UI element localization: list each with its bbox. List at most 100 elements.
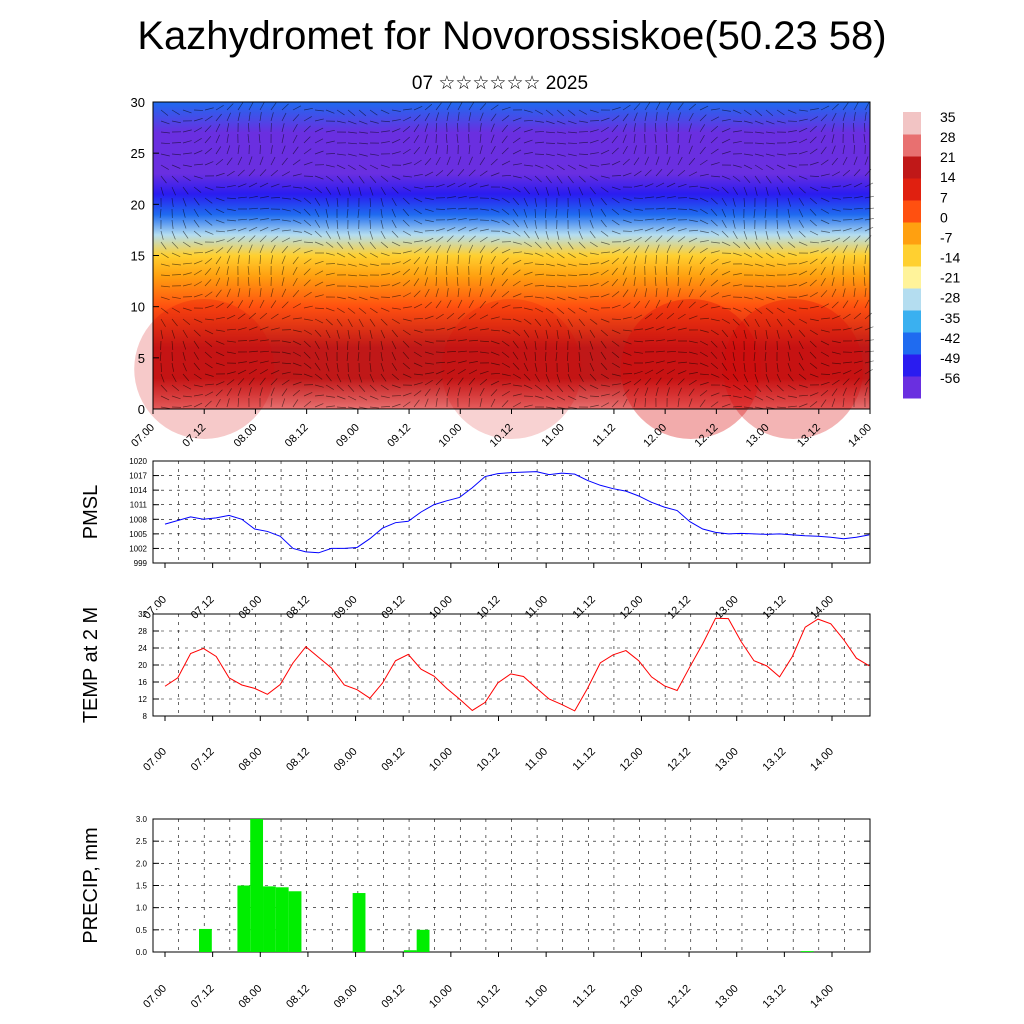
wind-barb [831,266,835,276]
wind-barb [776,318,783,327]
wind-barb [479,328,489,331]
wind-barb [248,226,258,232]
wind-barb [160,164,169,170]
wind-barb [435,236,444,243]
wind-barb [193,351,199,360]
x-tick-label: 11.12 [591,422,618,449]
wind-barb [545,263,555,267]
wind-barb [523,282,533,287]
wind-barb [237,288,241,298]
wind-barb [589,139,599,144]
wind-barb [237,156,243,166]
wind-barb [699,159,708,166]
wind-barb [358,318,364,328]
wind-barb [380,230,386,240]
wind-barb [259,244,264,254]
wind-barb [259,377,266,386]
wind-barb [523,307,533,311]
wind-barb [699,105,709,111]
wind-barb [237,255,240,265]
wind-barb [798,138,808,144]
wind-barb [666,377,673,386]
wind-barb [688,398,693,408]
wind-barb [589,404,599,408]
wind-barb [259,226,269,232]
wind-barb [798,329,806,337]
wind-barb [182,307,192,311]
wind-barb [347,406,357,410]
y-tick-label: 16 [138,678,147,687]
wind-barb [578,120,588,123]
wind-barb [534,285,545,287]
wind-barb [413,230,423,234]
wind-barb [160,373,165,383]
wind-barb [512,402,522,408]
wind-barb [369,296,379,300]
wind-barb [435,255,439,265]
wind-barb [226,266,229,276]
wind-barb [226,255,231,265]
wind-barb [468,313,477,320]
wind-barb [666,339,676,342]
precip-bar [199,928,212,952]
wind-barb [247,266,250,276]
wind-barb [600,126,609,133]
wind-barb [182,373,190,382]
chart-subtitle: 07 ☆☆☆☆☆☆ 2025 [411,73,589,94]
wind-barb [699,329,709,333]
wind-barb [556,120,566,125]
wind-barb [665,266,668,276]
wind-barb [369,252,379,258]
wind-barb [523,262,533,265]
wind-barb [743,296,753,300]
wind-barb [479,314,489,320]
x-tick-label: 10.00 [427,594,455,622]
wind-barb [270,398,273,408]
wind-barb [424,246,432,254]
wind-barb [215,316,225,320]
wind-barb [578,384,587,391]
wind-barb [435,123,438,133]
wind-barb [842,244,848,254]
wind-barb [710,125,719,133]
wind-barb [710,241,720,244]
wind-barb [523,362,529,372]
wind-barb [721,128,731,133]
wind-barb [303,401,312,408]
wind-barb [633,123,636,133]
wind-barb [864,288,867,298]
x-tick-label: 12.12 [665,983,693,1011]
wind-barb [292,362,302,367]
x-tick-label: 09.12 [379,983,407,1011]
wind-barb [435,228,445,232]
wind-barb [248,299,254,309]
wind-barb [248,254,250,265]
wind-barb [545,362,548,372]
wind-barb [622,277,627,287]
y-tick-label: 25 [131,146,145,161]
wind-barb [413,382,423,386]
wind-barb [798,186,806,194]
wind-barb [369,263,379,266]
wind-barb [435,183,445,188]
wind-barb [435,170,444,177]
wind-barb [600,384,610,387]
wind-barb [809,401,818,408]
wind-barb [566,351,569,362]
wind-barb [721,318,731,324]
wind-barb [204,219,213,226]
wind-barb [281,266,285,276]
wind-barb [545,373,550,383]
wind-barb [655,207,665,210]
colorbar-label: -56 [940,370,960,386]
wind-barb [644,369,654,375]
wind-barb [864,218,874,221]
wind-barb [776,307,785,314]
wind-barb [622,380,632,386]
wind-barb [281,112,287,122]
wind-barb [171,109,180,115]
wind-barb [677,145,681,155]
wind-barb [578,263,588,266]
wind-barb [336,230,341,240]
wind-barb [325,140,335,144]
